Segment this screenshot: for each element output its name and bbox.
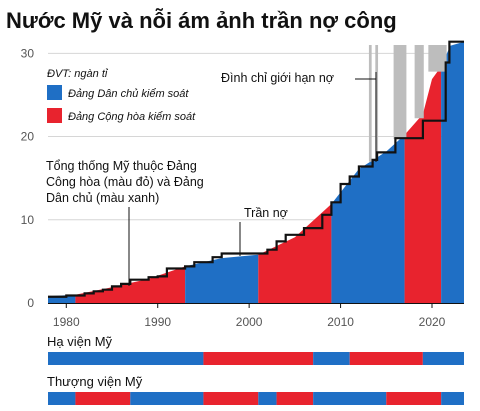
ceiling-step-line xyxy=(48,40,464,298)
chart-title: Nước Mỹ và nỗi ám ảnh trần nợ công xyxy=(6,8,397,33)
legend-label-dem: Đảng Dân chủ kiểm soát xyxy=(68,88,189,100)
y-tick-label: 10 xyxy=(21,213,35,227)
house-segment xyxy=(349,352,423,365)
y-tick-label: 0 xyxy=(27,296,34,310)
house-segment xyxy=(313,352,350,365)
x-tick-label: 2000 xyxy=(236,315,263,329)
suspension-bar xyxy=(414,45,424,119)
annotation-presidents-line3: Dân chủ (màu xanh) xyxy=(46,191,159,205)
senate-segment xyxy=(75,392,131,405)
senate-segment xyxy=(130,392,204,405)
house-segment xyxy=(203,352,314,365)
annotation-ceiling: Trần nợ xyxy=(244,206,288,220)
y-tick-label: 30 xyxy=(21,46,35,60)
house-segment xyxy=(422,352,464,365)
legend-swatch-rep xyxy=(47,108,62,123)
senate-segment xyxy=(313,392,387,405)
senate-label: Thượng viện Mỹ xyxy=(47,374,143,389)
senate-band xyxy=(48,392,464,405)
suspension-bar xyxy=(428,45,447,72)
legend-swatch-dem xyxy=(47,85,62,100)
house-label: Hạ viện Mỹ xyxy=(47,334,113,349)
annotation-shutdown: Đình chỉ giới hạn nợ xyxy=(221,71,334,85)
area-dem-1993 xyxy=(185,254,259,303)
house-segment xyxy=(48,352,204,365)
house-band xyxy=(48,352,464,365)
x-tick-label: 2010 xyxy=(327,315,354,329)
suspension-bar xyxy=(368,45,372,162)
senate-segment xyxy=(276,392,314,405)
x-tick-label: 2020 xyxy=(419,315,446,329)
area-dem-2009 xyxy=(331,134,405,303)
senate-segment xyxy=(203,392,259,405)
suspension-bars xyxy=(368,45,447,162)
senate-segment xyxy=(258,392,277,405)
area-rep-2017 xyxy=(404,66,442,303)
unit-label: ĐVT: ngàn tỉ xyxy=(47,68,109,80)
x-tick-label: 1990 xyxy=(144,315,171,329)
ceiling-line xyxy=(48,40,464,298)
suspension-bar xyxy=(393,45,407,140)
legend-label-rep: Đảng Cộng hòa kiểm soát xyxy=(68,111,196,123)
suspension-bar xyxy=(375,45,379,158)
x-tick-label: 1980 xyxy=(53,315,80,329)
senate-segment xyxy=(386,392,442,405)
senate-segment xyxy=(441,392,464,405)
annotation-presidents-line2: Công hòa (màu đỏ) và Đảng xyxy=(46,175,204,189)
senate-segment xyxy=(48,392,76,405)
annotation-presidents-line1: Tổng thống Mỹ thuộc Đảng xyxy=(46,159,197,173)
y-tick-label: 20 xyxy=(21,130,35,144)
axes: 1980 1990 2000 2010 2020 xyxy=(48,303,464,329)
area-dem-2021 xyxy=(441,41,464,303)
